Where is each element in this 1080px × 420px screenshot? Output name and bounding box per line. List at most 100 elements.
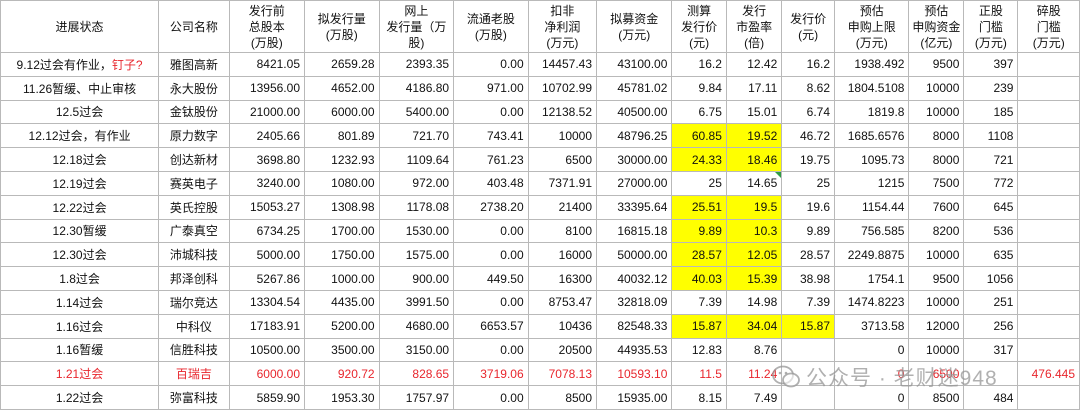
company-name-cell: 永大股份 — [158, 75, 230, 101]
table-cell: 1685.6576 — [834, 123, 910, 149]
table-cell: 1700.00 — [304, 218, 380, 244]
table-cell: 3500.00 — [304, 337, 380, 363]
column-header: 拟发行量 (万股) — [304, 0, 380, 53]
table-cell: 6734.25 — [228, 218, 306, 244]
table-cell: 1108 — [963, 123, 1019, 149]
table-cell: 1750.00 — [304, 242, 380, 268]
table-cell — [1017, 218, 1080, 244]
table-cell: 19.5 — [725, 194, 783, 220]
table-cell: 13304.54 — [228, 289, 306, 315]
table-cell: 10500.00 — [228, 337, 306, 363]
column-header: 进展状态 — [0, 0, 160, 53]
table-cell: 6500 — [908, 361, 965, 387]
company-name-cell: 雅图高新 — [158, 52, 230, 77]
column-header: 正股 门槛 (万元) — [963, 0, 1019, 53]
table-cell: 1154.44 — [834, 194, 910, 220]
table-cell: 60.85 — [671, 123, 727, 149]
table-cell: 185 — [963, 99, 1019, 125]
table-cell: 251 — [963, 289, 1019, 315]
status-cell: 12.30暂缓 — [0, 218, 160, 244]
table-cell: 403.48 — [453, 170, 529, 196]
table-cell: 32818.09 — [596, 289, 673, 315]
table-cell: 2249.8875 — [834, 242, 910, 268]
table-cell: 40500.00 — [596, 99, 673, 125]
status-cell: 9.12过会有作业，钉子? — [0, 52, 160, 77]
column-header: 测算 发行价 (元) — [671, 0, 727, 53]
table-cell: 7078.13 — [527, 361, 598, 387]
ipo-table: 进展状态 公司名称 发行前 总股本 (万股) 拟发行量 (万股) 网上 发行量（万 股)… — [0, 0, 1080, 410]
table-cell: 5859.90 — [228, 385, 306, 410]
table-cell: 2738.20 — [453, 194, 529, 220]
table-cell: 11.5 — [671, 361, 727, 387]
status-cell: 12.12过会，有作业 — [0, 123, 160, 149]
table-cell — [1017, 266, 1080, 291]
table-cell: 1178.08 — [378, 194, 455, 220]
table-cell: 14457.43 — [527, 52, 598, 77]
table-cell: 721.70 — [378, 123, 455, 149]
table-cell: 24.33 — [671, 147, 727, 172]
table-cell: 5267.86 — [228, 266, 306, 291]
table-cell: 8421.05 — [228, 52, 306, 77]
table-cell: 10702.99 — [527, 75, 598, 101]
table-cell: 15.39 — [725, 266, 783, 291]
table-cell — [963, 361, 1019, 387]
table-cell: 10000 — [908, 289, 965, 315]
status-cell: 1.16暂缓 — [0, 337, 160, 363]
table-cell: 3150.00 — [378, 337, 455, 363]
table-cell: 8500 — [908, 385, 965, 410]
table-cell: 9.89 — [781, 218, 836, 244]
column-header: 预估 申购上限 (万元) — [834, 0, 910, 53]
table-row: 1.8过会 邦泽创科 5267.86 1000.00 900.00 449.50 16300… — [0, 266, 1080, 291]
table-cell: 15053.27 — [228, 194, 306, 220]
table-cell: 743.41 — [453, 123, 529, 149]
table-cell: 15.01 — [725, 99, 783, 125]
table-cell: 21000.00 — [228, 99, 306, 125]
table-cell: 972.00 — [378, 170, 455, 196]
table-cell: 3698.80 — [228, 147, 306, 172]
table-cell: 1938.492 — [834, 52, 910, 77]
table-cell: 25 — [781, 170, 836, 196]
table-cell — [1017, 289, 1080, 315]
table-cell: 17.11 — [725, 75, 783, 101]
table-cell: 536 — [963, 218, 1019, 244]
table-cell: 8753.47 — [527, 289, 598, 315]
table-cell: 12138.52 — [527, 99, 598, 125]
status-cell: 12.30过会 — [0, 242, 160, 268]
table-cell: 1474.8223 — [834, 289, 910, 315]
table-cell: 3713.58 — [834, 313, 910, 339]
table-cell — [1017, 52, 1080, 77]
table-cell: 5200.00 — [304, 313, 380, 339]
table-cell: 1804.5108 — [834, 75, 910, 101]
table-cell: 10000 — [908, 99, 965, 125]
table-cell: 0 — [834, 337, 910, 363]
table-cell: 1109.64 — [378, 147, 455, 172]
table-cell: 2659.28 — [304, 52, 380, 77]
table-cell — [1017, 242, 1080, 268]
table-cell: 33395.64 — [596, 194, 673, 220]
table-cell: 0.00 — [453, 99, 529, 125]
table-cell: 971.00 — [453, 75, 529, 101]
table-row: 12.30过会 沛城科技 5000.00 1750.00 1575.00 0.00 1600… — [0, 242, 1080, 268]
company-name-cell: 广泰真空 — [158, 218, 230, 244]
table-cell: 1819.8 — [834, 99, 910, 125]
table-cell: 10593.10 — [596, 361, 673, 387]
table-cell: 7.39 — [781, 289, 836, 315]
table-cell: 1232.93 — [304, 147, 380, 172]
table-cell: 3240.00 — [228, 170, 306, 196]
table-cell: 10000 — [527, 123, 598, 149]
table-cell: 397 — [963, 52, 1019, 77]
table-cell: 43100.00 — [596, 52, 673, 77]
company-name-cell: 百瑞吉 — [158, 361, 230, 387]
table-cell — [781, 385, 836, 410]
table-cell: 6000.00 — [228, 361, 306, 387]
table-cell: 16.2 — [671, 52, 727, 77]
table-cell: 7500 — [908, 170, 965, 196]
table-cell: 8.15 — [671, 385, 727, 410]
column-header: 碎股 门槛 (万元) — [1017, 0, 1080, 53]
table-cell: 900.00 — [378, 266, 455, 291]
table-cell: 9.89 — [671, 218, 727, 244]
table-cell: 920.72 — [304, 361, 380, 387]
table-cell: 801.89 — [304, 123, 380, 149]
table-cell: 7371.91 — [527, 170, 598, 196]
column-header: 发行 市盈率 (倍) — [725, 0, 783, 53]
